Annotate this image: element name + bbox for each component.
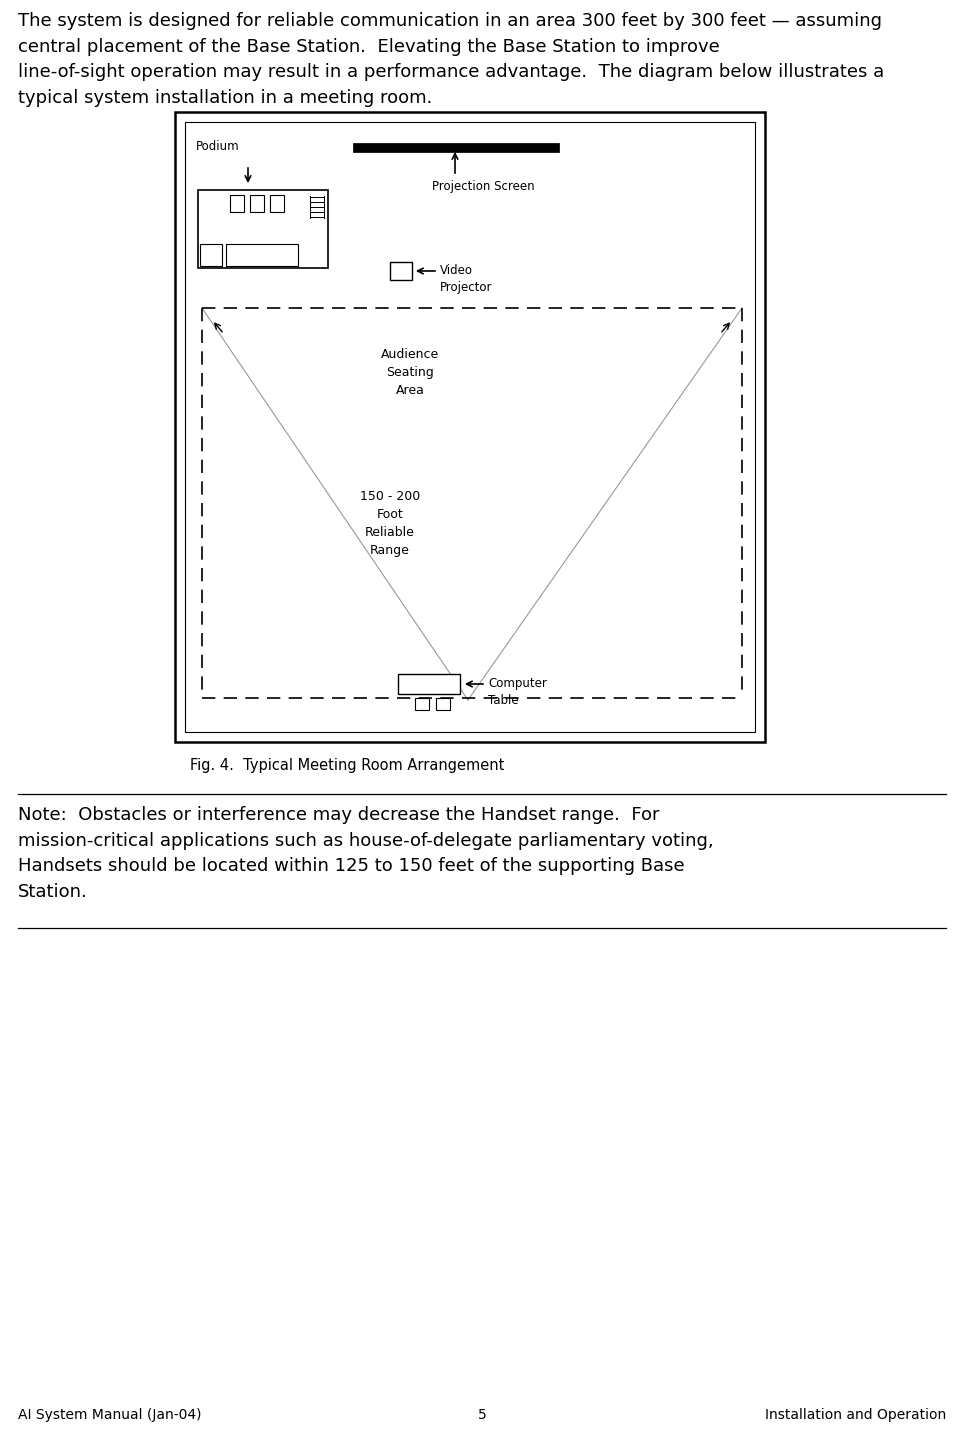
Bar — [226, 244, 298, 267]
Text: Computer
Table: Computer Table — [488, 676, 547, 706]
Text: 5: 5 — [477, 1409, 487, 1422]
Bar — [415, 698, 429, 709]
Text: Note:  Obstacles or interference may decrease the Handset range.  For
mission-cr: Note: Obstacles or interference may decr… — [18, 805, 713, 901]
Bar — [175, 112, 765, 742]
Bar — [270, 195, 284, 212]
Text: The system is designed for reliable communication in an area 300 feet by 300 fee: The system is designed for reliable comm… — [18, 11, 884, 107]
Bar — [390, 262, 412, 279]
Bar — [250, 195, 264, 212]
Bar — [185, 122, 755, 732]
Text: Installation and Operation: Installation and Operation — [764, 1409, 946, 1422]
Text: Podium: Podium — [196, 140, 240, 153]
Bar — [198, 191, 328, 268]
Text: Fig. 4.  Typical Meeting Room Arrangement: Fig. 4. Typical Meeting Room Arrangement — [190, 758, 504, 772]
Text: Projection Screen: Projection Screen — [432, 181, 535, 193]
Bar — [436, 698, 450, 709]
Bar — [200, 244, 222, 267]
Text: Audience
Seating
Area: Audience Seating Area — [381, 348, 440, 397]
Bar — [398, 674, 460, 694]
Text: Video
Projector: Video Projector — [440, 264, 493, 294]
Text: 150 - 200
Foot
Reliable
Range: 150 - 200 Foot Reliable Range — [360, 490, 420, 557]
Bar — [230, 195, 244, 212]
Text: AI System Manual (Jan-04): AI System Manual (Jan-04) — [18, 1409, 201, 1422]
